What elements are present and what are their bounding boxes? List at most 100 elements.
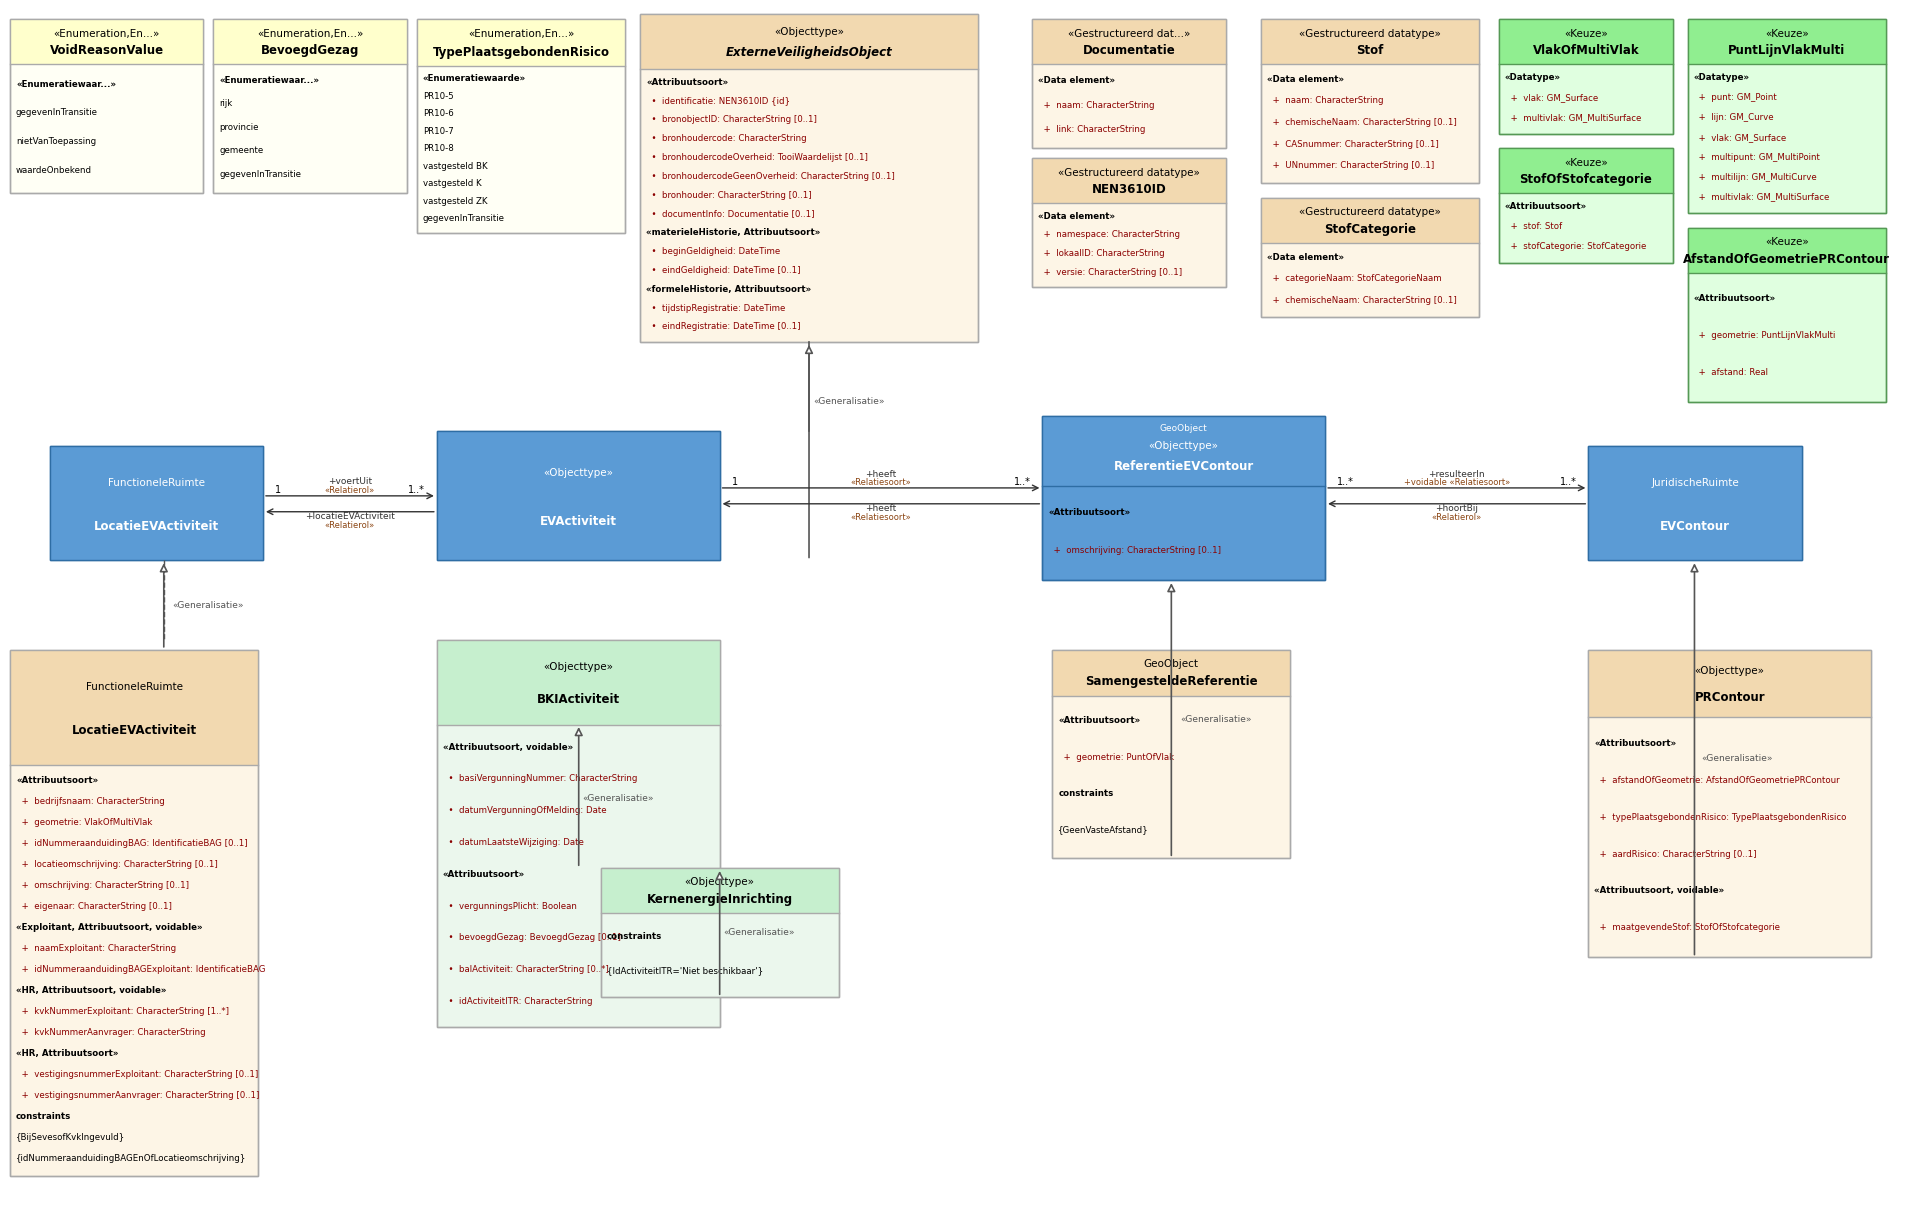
Bar xyxy=(437,640,720,725)
Text: nietVanToepassing: nietVanToepassing xyxy=(15,137,96,146)
Text: provincie: provincie xyxy=(220,122,260,132)
Text: «Enumeratiewaarde»: «Enumeratiewaarde» xyxy=(422,75,525,83)
Text: «Generalisatie»: «Generalisatie» xyxy=(583,794,655,804)
Text: +  multilijn: GM_MultiCurve: + multilijn: GM_MultiCurve xyxy=(1694,172,1816,182)
Text: 1..*: 1..* xyxy=(1337,477,1354,487)
Text: •  basiVergunningNummer: CharacterString: • basiVergunningNummer: CharacterString xyxy=(443,774,638,784)
Text: «Enumeratiewaar...»: «Enumeratiewaar...» xyxy=(220,76,319,84)
Text: «Keuze»: «Keuze» xyxy=(1765,28,1809,39)
Bar xyxy=(437,432,720,560)
Text: {GeenVasteAfstand}: {GeenVasteAfstand} xyxy=(1058,824,1150,834)
Text: 1: 1 xyxy=(275,484,281,495)
Text: PR10-6: PR10-6 xyxy=(422,109,453,119)
Bar xyxy=(214,20,407,64)
Text: «Attribuutsoort»: «Attribuutsoort» xyxy=(646,78,728,87)
Bar xyxy=(10,20,204,193)
Bar xyxy=(50,446,264,560)
Text: «Objecttype»: «Objecttype» xyxy=(542,662,613,673)
Text: •  bevoegdGezag: BevoegdGezag [0..1]: • bevoegdGezag: BevoegdGezag [0..1] xyxy=(443,933,621,943)
Text: NEN3610ID: NEN3610ID xyxy=(1093,183,1167,196)
Bar xyxy=(1589,649,1872,718)
Text: gegevenInTransitie: gegevenInTransitie xyxy=(220,170,302,179)
Text: «Gestructureerd datatype»: «Gestructureerd datatype» xyxy=(1299,28,1440,39)
Bar xyxy=(214,20,407,193)
Bar xyxy=(1261,198,1478,317)
Text: GeoObject: GeoObject xyxy=(1144,659,1199,669)
Bar xyxy=(1052,649,1291,859)
Bar xyxy=(1052,649,1291,859)
Bar xyxy=(214,20,407,193)
Text: +  naam: CharacterString: + naam: CharacterString xyxy=(1266,97,1383,105)
Bar xyxy=(437,432,720,560)
Bar xyxy=(1688,20,1885,64)
Text: StofOfStofcategorie: StofOfStofcategorie xyxy=(1518,174,1652,186)
Text: •  idActiviteitITR: CharacterString: • idActiviteitITR: CharacterString xyxy=(443,997,592,1007)
Text: TypePlaatsgebondenRisico: TypePlaatsgebondenRisico xyxy=(434,45,609,59)
Text: «Relatierol»: «Relatierol» xyxy=(325,487,374,495)
Text: +  eigenaar: CharacterString [0..1]: + eigenaar: CharacterString [0..1] xyxy=(15,901,172,911)
Text: AfstandOfGeometriePRContour: AfstandOfGeometriePRContour xyxy=(1683,253,1891,265)
Text: FunctioneleRuimte: FunctioneleRuimte xyxy=(86,681,183,692)
Bar xyxy=(416,20,625,232)
Text: +  chemischeNaam: CharacterString [0..1]: + chemischeNaam: CharacterString [0..1] xyxy=(1266,119,1457,127)
Text: LocatieEVActiviteit: LocatieEVActiviteit xyxy=(94,520,220,533)
Text: Documentatie: Documentatie xyxy=(1083,44,1175,57)
Text: constraints: constraints xyxy=(1058,789,1114,797)
Text: +  link: CharacterString: + link: CharacterString xyxy=(1039,125,1146,133)
Bar xyxy=(1589,649,1872,958)
Bar xyxy=(600,868,838,912)
Text: «Attribuutsoort»: «Attribuutsoort» xyxy=(1694,294,1776,303)
Bar xyxy=(1033,158,1226,287)
Text: «Enumeration,En...»: «Enumeration,En...» xyxy=(258,28,363,39)
Bar xyxy=(50,446,264,560)
Text: PuntLijnVlakMulti: PuntLijnVlakMulti xyxy=(1729,44,1845,57)
Text: «Relatiesoort»: «Relatiesoort» xyxy=(850,478,911,488)
Text: +  lijn: GM_Curve: + lijn: GM_Curve xyxy=(1694,114,1774,122)
Text: EVActiviteit: EVActiviteit xyxy=(541,515,617,528)
Bar xyxy=(437,640,720,1027)
Text: vastgesteld ZK: vastgesteld ZK xyxy=(422,197,487,205)
Text: PR10-7: PR10-7 xyxy=(422,127,453,136)
Text: «Objecttype»: «Objecttype» xyxy=(774,27,844,37)
Text: «Keuze»: «Keuze» xyxy=(1564,28,1608,39)
Text: +  stof: Stof: + stof: Stof xyxy=(1505,223,1562,231)
Text: LocatieEVActiviteit: LocatieEVActiviteit xyxy=(71,724,197,737)
Text: 1..*: 1..* xyxy=(1014,477,1029,487)
Text: «Data element»: «Data element» xyxy=(1266,75,1343,83)
Text: +  typePlaatsgebondenRisico: TypePlaatsgebondenRisico: + typePlaatsgebondenRisico: TypePlaatsge… xyxy=(1595,812,1847,822)
Text: «Gestructureerd datatype»: «Gestructureerd datatype» xyxy=(1058,168,1199,177)
Text: •  documentInfo: Documentatie [0..1]: • documentInfo: Documentatie [0..1] xyxy=(646,209,816,219)
Text: +heeft: +heeft xyxy=(865,504,896,514)
Text: 1..*: 1..* xyxy=(409,484,424,495)
Text: «HR, Attribuutsoort, voidable»: «HR, Attribuutsoort, voidable» xyxy=(15,986,166,996)
Text: •  bronobjectID: CharacterString [0..1]: • bronobjectID: CharacterString [0..1] xyxy=(646,115,817,125)
Text: +  multivlak: GM_MultiSurface: + multivlak: GM_MultiSurface xyxy=(1505,114,1641,122)
Text: BKIActiviteit: BKIActiviteit xyxy=(537,693,619,706)
Text: waardeOnbekend: waardeOnbekend xyxy=(15,165,92,175)
Bar xyxy=(1261,20,1478,183)
Text: gegevenInTransitie: gegevenInTransitie xyxy=(422,214,504,224)
Bar xyxy=(1261,198,1478,242)
Text: +  vestigingsnummerExploitant: CharacterString [0..1]: + vestigingsnummerExploitant: CharacterS… xyxy=(15,1070,258,1080)
Text: GeoObject: GeoObject xyxy=(1159,424,1207,433)
Bar xyxy=(1033,158,1226,287)
Text: +  geometrie: PuntOfVlak: + geometrie: PuntOfVlak xyxy=(1058,752,1175,762)
Text: +  versie: CharacterString [0..1]: + versie: CharacterString [0..1] xyxy=(1039,268,1182,276)
Text: +  punt: GM_Point: + punt: GM_Point xyxy=(1694,93,1776,103)
Bar xyxy=(1261,198,1478,317)
Text: {BijSevesofKvkIngevuld}: {BijSevesofKvkIngevuld} xyxy=(15,1134,126,1142)
Text: •  eindRegistratie: DateTime [0..1]: • eindRegistratie: DateTime [0..1] xyxy=(646,323,800,331)
Bar xyxy=(10,649,258,1175)
Text: «Generalisatie»: «Generalisatie» xyxy=(814,397,884,406)
Bar xyxy=(600,868,838,997)
Text: +  aardRisico: CharacterString [0..1]: + aardRisico: CharacterString [0..1] xyxy=(1595,850,1757,859)
Text: •  bronhoudercode: CharacterString: • bronhoudercode: CharacterString xyxy=(646,135,806,143)
Text: PRContour: PRContour xyxy=(1694,691,1765,703)
Bar xyxy=(1688,227,1885,273)
Text: StofCategorie: StofCategorie xyxy=(1324,223,1415,236)
Text: «Generalisatie»: «Generalisatie» xyxy=(1180,714,1251,724)
Bar xyxy=(1688,227,1885,401)
Text: EVContour: EVContour xyxy=(1660,520,1730,533)
Text: «Objecttype»: «Objecttype» xyxy=(1148,440,1219,450)
Bar xyxy=(1688,20,1885,213)
